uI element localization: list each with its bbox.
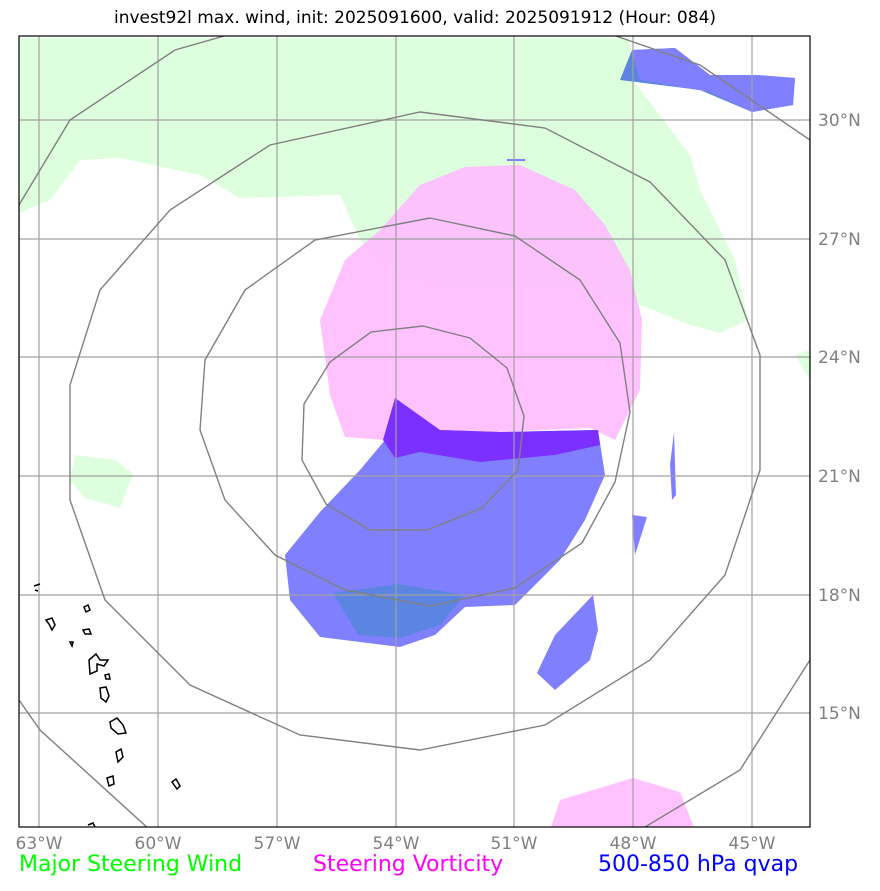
lon-tick-label: 51°W [491,834,538,854]
lon-tick-label: 60°W [135,834,182,854]
lat-tick-label: 24°N [818,348,861,368]
lat-tick-label: 27°N [818,230,861,250]
legend-qvap: 500-850 hPa qvap [598,852,799,877]
coastline-islands [33,583,181,827]
lat-tick-label: 21°N [818,467,861,487]
lon-tick-label: 45°W [729,834,776,854]
lon-tick-label: 54°W [373,834,420,854]
lon-tick-label: 57°W [254,834,301,854]
lat-tick-label: 15°N [818,704,861,724]
legend-steering-wind: Major Steering Wind [19,852,243,877]
lat-tick-label: 18°N [818,586,861,606]
legend-steering-vorticity: Steering Vorticity [313,852,504,877]
latitude-tick-labels: 30°N 27°N 24°N 21°N 18°N 15°N [818,111,861,724]
lat-lon-grid [19,36,810,827]
map-frame [18,35,811,828]
lat-tick-label: 30°N [818,111,861,131]
map-title: invest92l max. wind, init: 2025091600, v… [113,8,717,28]
lon-tick-label: 48°W [610,834,657,854]
lon-tick-label: 63°W [16,834,63,854]
range-rings [19,36,810,827]
longitude-tick-labels: 63°W 60°W 57°W 54°W 51°W 48°W 45°W [16,834,776,854]
steering-vorticity-region [320,165,694,827]
